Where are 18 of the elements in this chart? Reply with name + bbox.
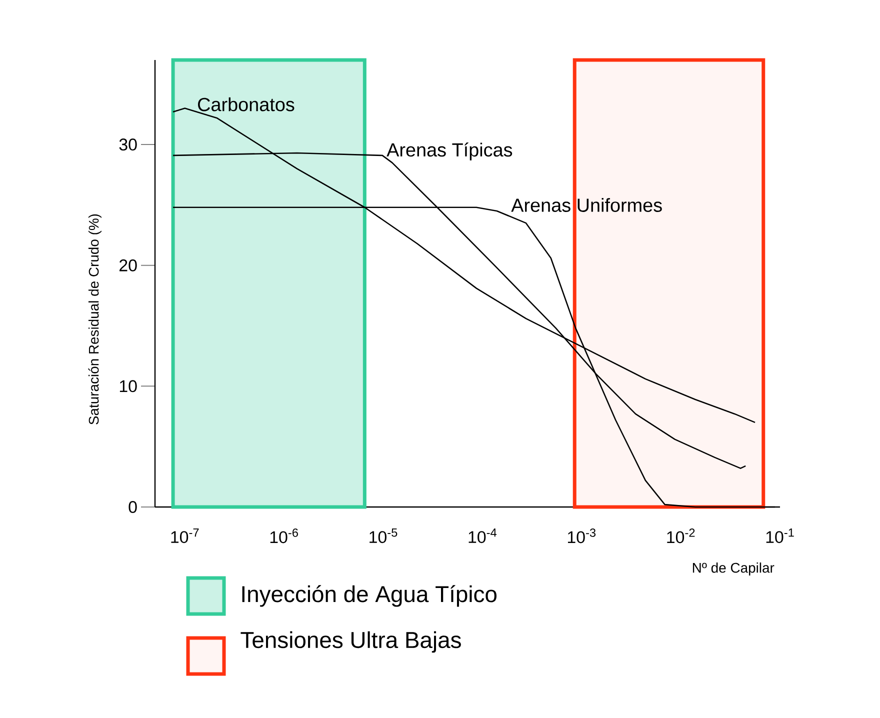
x-tick-label: 10$^{-6}$ <box>270 528 298 544</box>
legend-label: Inyección de Agua Típico <box>242 585 496 607</box>
x-tick-label: 10$^{-4}$ <box>468 528 497 544</box>
y-tick-label: 30 <box>119 138 137 151</box>
y-tick-label: 0 <box>128 500 137 513</box>
x-tick-label: 10$^{-3}$ <box>568 528 596 544</box>
series-label: Arenas Uniformes <box>511 198 662 212</box>
x-tick-label: 10$^{-1}$ <box>766 528 794 544</box>
y-tick-label: 10 <box>120 380 137 392</box>
series-label: Arenas Típicas <box>386 142 512 160</box>
x-axis-title: Nº de Capilar <box>692 562 774 576</box>
x-tick-label: 10$^{-5}$ <box>370 528 398 544</box>
legend-label: Tensiones Ultra Bajas <box>240 631 461 653</box>
x-tick-label: 10$^{-7}$ <box>171 528 199 544</box>
series-label: Carbonatos <box>198 97 294 112</box>
y-axis-title: Saturación Residual de Crudo (%) <box>88 214 102 424</box>
y-tick-label: 20 <box>120 259 137 272</box>
x-tick-label: 10$^{-2}$ <box>667 528 695 544</box>
